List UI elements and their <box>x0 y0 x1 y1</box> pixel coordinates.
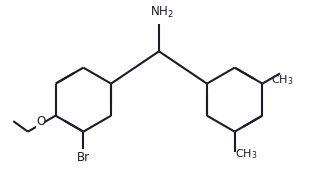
Text: CH$_3$: CH$_3$ <box>271 73 294 87</box>
Text: NH$_2$: NH$_2$ <box>150 5 174 20</box>
Text: Br: Br <box>77 151 90 164</box>
Text: CH$_3$: CH$_3$ <box>235 147 257 161</box>
Text: O: O <box>36 115 45 128</box>
